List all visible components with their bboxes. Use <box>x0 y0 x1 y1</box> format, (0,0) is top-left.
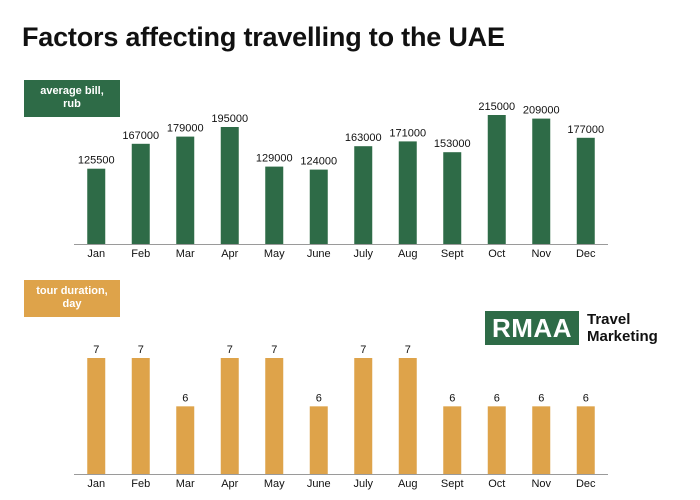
bill-tick-label: July <box>353 248 373 260</box>
duration-data-label: 7 <box>93 344 99 356</box>
duration-bar <box>532 406 551 474</box>
bill-data-label: 177000 <box>567 124 604 136</box>
duration-tick-label: May <box>264 478 285 490</box>
duration-tick-label: Mar <box>176 478 195 490</box>
bill-label-line-2: rub <box>63 98 81 110</box>
duration-label-line-1: tour duration, <box>36 285 108 297</box>
bill-tick-label: May <box>264 248 285 260</box>
duration-bar <box>265 358 284 474</box>
duration-tick-label: Aug <box>398 478 418 490</box>
duration-bar <box>398 358 417 474</box>
bill-bar <box>176 136 195 244</box>
duration-data-label: 6 <box>538 392 544 404</box>
bill-data-label: 153000 <box>434 138 471 150</box>
bill-bar <box>443 152 462 244</box>
duration-bar <box>131 358 150 474</box>
bill-tick-label: Mar <box>176 248 195 260</box>
bill-bar <box>532 118 551 244</box>
duration-data-label: 7 <box>271 344 277 356</box>
duration-bar <box>487 406 506 474</box>
bill-bar <box>265 166 284 244</box>
bill-data-label: 167000 <box>122 130 159 142</box>
rmaa-logo: RMAA Travel Marketing <box>485 311 658 345</box>
bill-tick-label: Apr <box>221 248 238 260</box>
duration-tick-label: Dec <box>576 478 596 490</box>
bill-data-label: 215000 <box>478 101 515 113</box>
bill-tick-label: Aug <box>398 248 418 260</box>
page-title: Factors affecting travelling to the UAE <box>22 22 505 52</box>
bill-tick-label: Jan <box>87 248 105 260</box>
bill-bar <box>131 143 150 244</box>
bill-bar <box>398 141 417 244</box>
duration-label-line-2: day <box>62 298 82 310</box>
duration-data-label: 7 <box>227 344 233 356</box>
logo-text: Travel Marketing <box>587 311 658 345</box>
duration-data-label: 6 <box>494 392 500 404</box>
duration-bar <box>309 406 328 474</box>
duration-data-label: 7 <box>138 344 144 356</box>
bill-bar <box>87 168 106 244</box>
bill-data-label: 195000 <box>211 113 248 125</box>
duration-chart-label: tour duration, day <box>24 280 120 317</box>
duration-tick-label: Nov <box>531 478 551 490</box>
logo-line-2: Marketing <box>587 328 658 345</box>
duration-tick-label: June <box>307 478 331 490</box>
duration-tick-label: Feb <box>131 478 150 490</box>
duration-data-label: 7 <box>405 344 411 356</box>
duration-data-label: 6 <box>583 392 589 404</box>
duration-bar <box>220 358 239 474</box>
bill-tick-label: Dec <box>576 248 596 260</box>
bill-chart-label: average bill, rub <box>24 80 120 117</box>
bill-bar <box>576 137 595 244</box>
bill-bar <box>220 127 239 244</box>
bill-data-label: 129000 <box>256 153 293 165</box>
logo-mark: RMAA <box>485 311 579 345</box>
logo-line-1: Travel <box>587 311 631 328</box>
bill-data-label: 124000 <box>300 156 337 168</box>
duration-tick-label: Sept <box>441 478 464 490</box>
duration-data-label: 6 <box>182 392 188 404</box>
duration-data-label: 6 <box>449 392 455 404</box>
bill-tick-label: June <box>307 248 331 260</box>
duration-bar <box>87 358 106 474</box>
duration-bar <box>576 406 595 474</box>
bill-bar <box>487 115 506 244</box>
bill-bar <box>309 169 328 244</box>
duration-data-label: 6 <box>316 392 322 404</box>
bill-tick-label: Nov <box>531 248 551 260</box>
duration-tick-label: Jan <box>87 478 105 490</box>
bill-tick-label: Oct <box>488 248 505 260</box>
bill-tick-label: Feb <box>131 248 150 260</box>
bill-data-label: 209000 <box>523 105 560 117</box>
bill-label-line-1: average bill, <box>40 85 104 97</box>
duration-tick-label: Apr <box>221 478 238 490</box>
duration-bar <box>176 406 195 474</box>
bill-bar <box>354 146 373 244</box>
bill-tick-label: Sept <box>441 248 464 260</box>
duration-data-label: 7 <box>360 344 366 356</box>
duration-bar <box>354 358 373 474</box>
bill-data-label: 125500 <box>78 155 115 167</box>
duration-tick-label: July <box>353 478 373 490</box>
duration-tick-label: Oct <box>488 478 505 490</box>
bill-data-label: 179000 <box>167 123 204 135</box>
bill-data-label: 171000 <box>389 127 426 139</box>
duration-bar <box>443 406 462 474</box>
bill-data-label: 163000 <box>345 132 382 144</box>
